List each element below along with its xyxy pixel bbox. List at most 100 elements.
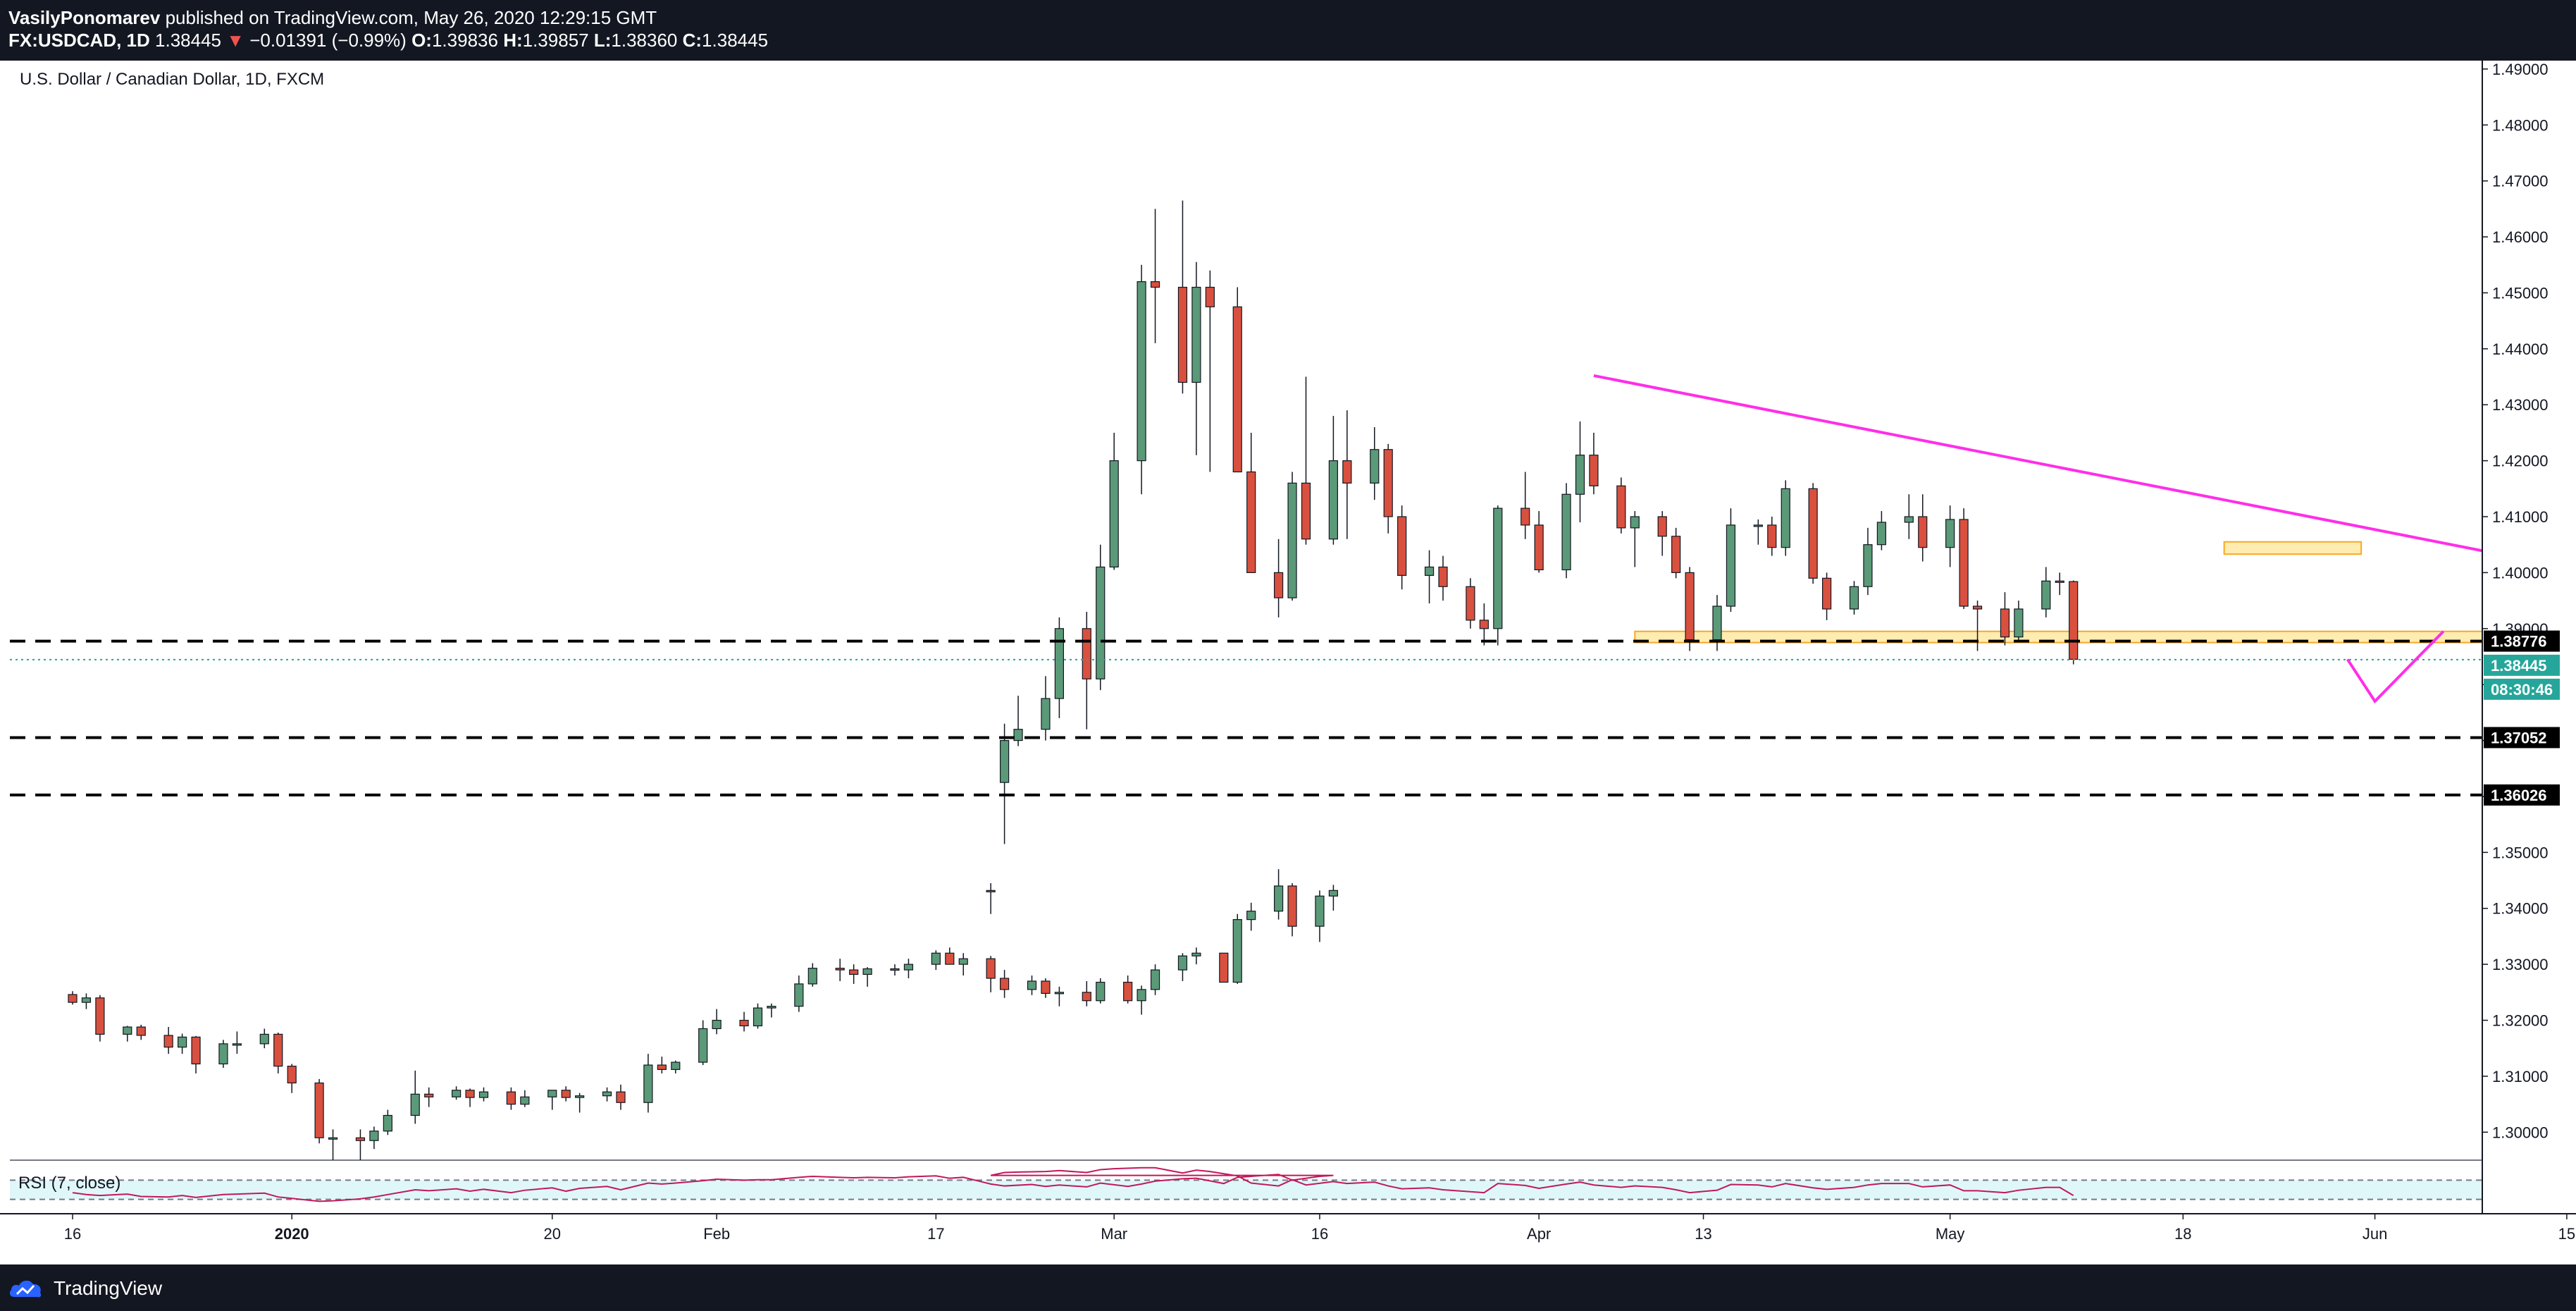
candle[interactable] bbox=[1041, 676, 1051, 741]
candle[interactable] bbox=[1287, 883, 1297, 937]
candle[interactable] bbox=[178, 1033, 187, 1054]
candle[interactable] bbox=[1273, 538, 1284, 617]
candle[interactable] bbox=[794, 975, 804, 1012]
candle[interactable] bbox=[1137, 264, 1146, 495]
candle[interactable] bbox=[1479, 603, 1489, 646]
candle[interactable] bbox=[739, 1011, 749, 1032]
candle[interactable] bbox=[753, 1003, 763, 1029]
candle[interactable] bbox=[890, 964, 900, 976]
candle[interactable] bbox=[1096, 978, 1106, 1004]
candle[interactable] bbox=[424, 1087, 434, 1107]
candle[interactable] bbox=[958, 953, 968, 976]
candle[interactable] bbox=[218, 1040, 228, 1069]
candle[interactable] bbox=[1342, 410, 1352, 539]
candle[interactable] bbox=[561, 1086, 571, 1102]
candle[interactable] bbox=[1767, 517, 1777, 556]
candle[interactable] bbox=[1534, 511, 1544, 573]
candle[interactable] bbox=[369, 1126, 379, 1150]
candle[interactable] bbox=[451, 1086, 462, 1100]
candle[interactable] bbox=[2055, 572, 2064, 596]
candle[interactable] bbox=[1205, 270, 1215, 472]
candle[interactable] bbox=[1657, 511, 1667, 556]
candle[interactable] bbox=[1177, 953, 1188, 981]
candle[interactable] bbox=[1082, 980, 1091, 1007]
candle[interactable] bbox=[259, 1028, 269, 1049]
candle[interactable] bbox=[1246, 902, 1256, 931]
candle[interactable] bbox=[1013, 696, 1023, 746]
candle[interactable] bbox=[1918, 494, 1928, 562]
candle[interactable] bbox=[575, 1092, 585, 1113]
candle[interactable] bbox=[1273, 869, 1284, 920]
candle[interactable] bbox=[1466, 578, 1475, 629]
candle[interactable] bbox=[1630, 511, 1640, 567]
candle[interactable] bbox=[1054, 986, 1065, 1007]
candle[interactable] bbox=[410, 1070, 420, 1124]
candle[interactable] bbox=[1177, 200, 1188, 394]
candle[interactable] bbox=[1945, 505, 1955, 567]
candle[interactable] bbox=[1137, 985, 1146, 1015]
candle[interactable] bbox=[465, 1088, 475, 1107]
candle[interactable] bbox=[1849, 581, 1859, 615]
candle[interactable] bbox=[903, 959, 914, 978]
tradingview-brand[interactable]: TradingView bbox=[8, 1274, 162, 1303]
candle[interactable] bbox=[287, 1064, 297, 1093]
candle[interactable] bbox=[1041, 978, 1051, 998]
candle[interactable] bbox=[1232, 913, 1242, 984]
resistance-zone[interactable] bbox=[2223, 541, 2363, 555]
candle[interactable] bbox=[835, 959, 845, 981]
candle[interactable] bbox=[657, 1057, 667, 1073]
candle[interactable] bbox=[1561, 483, 1571, 579]
candle[interactable] bbox=[986, 883, 996, 914]
candle[interactable] bbox=[1685, 567, 1695, 651]
candle[interactable] bbox=[1109, 432, 1119, 570]
candle[interactable] bbox=[1781, 480, 1790, 556]
candle[interactable] bbox=[931, 950, 941, 971]
candle[interactable] bbox=[1972, 601, 1983, 651]
candle[interactable] bbox=[81, 993, 92, 1009]
candle[interactable] bbox=[506, 1087, 516, 1110]
candle[interactable] bbox=[712, 1009, 722, 1035]
projection-path[interactable] bbox=[2346, 630, 2445, 704]
candle[interactable] bbox=[986, 956, 996, 992]
candle[interactable] bbox=[1383, 443, 1393, 534]
price-chart[interactable]: 1.30000 1.31000 1.32000 1.33000 1.34000 1.350… bbox=[0, 61, 2576, 1264]
candle[interactable] bbox=[1123, 975, 1133, 1004]
candle[interactable] bbox=[328, 1129, 338, 1160]
descending-trendline[interactable] bbox=[1593, 374, 2576, 624]
candle[interactable] bbox=[849, 964, 859, 984]
candle[interactable] bbox=[643, 1054, 653, 1113]
candle[interactable] bbox=[191, 1035, 201, 1073]
candle[interactable] bbox=[1096, 544, 1106, 691]
candle[interactable] bbox=[945, 947, 955, 965]
candle[interactable] bbox=[1671, 527, 1681, 579]
candle[interactable] bbox=[2000, 592, 2010, 646]
candle[interactable] bbox=[232, 1031, 242, 1054]
candle[interactable] bbox=[1191, 261, 1201, 455]
candle[interactable] bbox=[1397, 505, 1407, 590]
candle[interactable] bbox=[1370, 427, 1380, 500]
time-axis[interactable]: 16202020Feb17Mar16Apr13May18Jun15Jul13Au… bbox=[0, 1213, 2576, 1264]
candle[interactable] bbox=[1575, 421, 1585, 522]
candle[interactable] bbox=[1027, 975, 1037, 995]
candle[interactable] bbox=[807, 963, 817, 987]
candle[interactable] bbox=[1521, 472, 1530, 539]
candle[interactable] bbox=[698, 1020, 708, 1066]
candle[interactable] bbox=[1301, 376, 1311, 545]
candle[interactable] bbox=[1863, 527, 1873, 596]
candle[interactable] bbox=[2014, 601, 2024, 640]
candle[interactable] bbox=[1493, 505, 1503, 646]
candle[interactable] bbox=[1328, 416, 1339, 545]
candle[interactable] bbox=[383, 1109, 392, 1135]
candle[interactable] bbox=[2041, 567, 2051, 617]
candle[interactable] bbox=[123, 1026, 132, 1042]
candle[interactable] bbox=[767, 1003, 776, 1018]
candle[interactable] bbox=[273, 1032, 283, 1073]
candle[interactable] bbox=[95, 995, 105, 1042]
candle[interactable] bbox=[478, 1087, 489, 1102]
candle[interactable] bbox=[1191, 947, 1201, 965]
author-name[interactable]: VasilyPonomarev bbox=[8, 7, 161, 28]
candle[interactable] bbox=[1054, 617, 1065, 718]
candle[interactable] bbox=[163, 1027, 173, 1054]
candle[interactable] bbox=[1287, 472, 1297, 601]
candle[interactable] bbox=[355, 1129, 366, 1160]
